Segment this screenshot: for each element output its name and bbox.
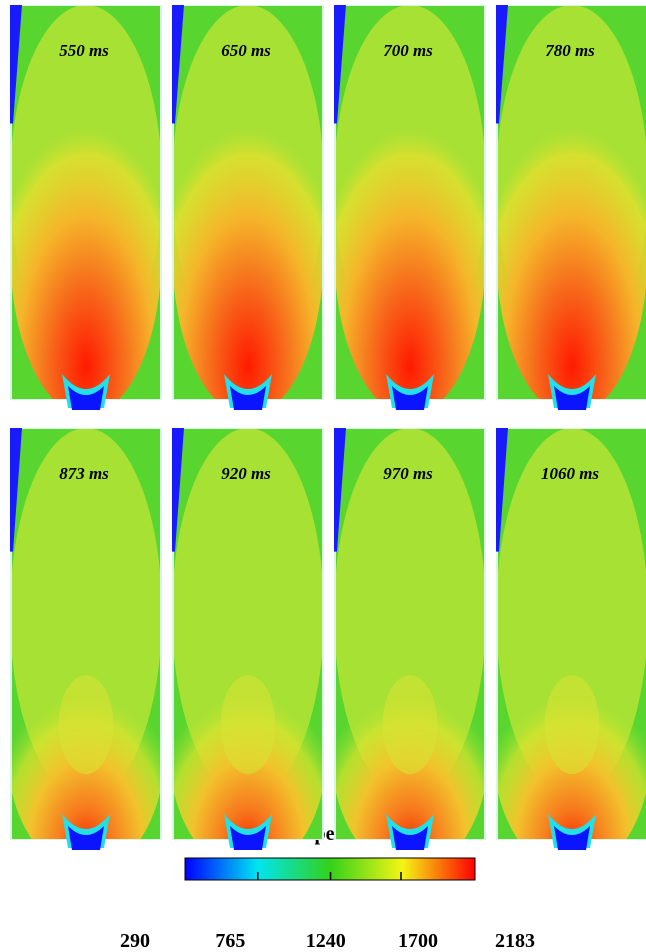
panel bbox=[172, 5, 324, 400]
panel-label: 920 ms bbox=[221, 464, 271, 483]
nozzle bbox=[392, 386, 428, 410]
nozzle bbox=[554, 826, 590, 850]
panel-edge bbox=[496, 5, 646, 400]
wall-wedge bbox=[496, 428, 508, 552]
nozzle bbox=[554, 386, 590, 410]
panel-label: 700 ms bbox=[383, 41, 433, 60]
panel-label: 873 ms bbox=[59, 464, 109, 483]
panel-edge bbox=[172, 428, 324, 840]
colorbar-tick-label: 765 bbox=[215, 930, 245, 952]
colorbar-tick-label: 1700 bbox=[398, 930, 438, 952]
colorbar-tick-label: 290 bbox=[120, 930, 150, 952]
flame-core bbox=[544, 675, 600, 775]
flame bbox=[10, 84, 162, 400]
panel bbox=[10, 5, 162, 400]
panel-label: 780 ms bbox=[545, 41, 595, 60]
colorbar-tick-label: 2183 bbox=[495, 930, 535, 952]
panel bbox=[172, 428, 324, 840]
panel bbox=[10, 428, 162, 840]
wall-wedge bbox=[10, 428, 22, 552]
flame bbox=[334, 84, 486, 400]
panel-edge bbox=[10, 428, 162, 840]
colorbar-tick-label: 1240 bbox=[306, 930, 346, 952]
nozzle bbox=[392, 826, 428, 850]
nozzle bbox=[68, 386, 104, 410]
panel-label: 970 ms bbox=[383, 464, 433, 483]
nozzle bbox=[230, 386, 266, 410]
panel-edge bbox=[334, 428, 486, 840]
wall-wedge bbox=[334, 428, 346, 552]
panel-label: 550 ms bbox=[59, 41, 109, 60]
panel-edge bbox=[334, 5, 486, 400]
panel bbox=[334, 428, 486, 840]
panel-label: 1060 ms bbox=[541, 464, 599, 483]
wall-wedge bbox=[496, 5, 508, 124]
panel-edge bbox=[172, 5, 324, 400]
flame bbox=[172, 84, 324, 400]
flame-core bbox=[58, 675, 114, 775]
nozzle bbox=[230, 826, 266, 850]
wall-wedge bbox=[10, 5, 22, 124]
flame bbox=[496, 84, 646, 400]
flame-core bbox=[220, 675, 276, 775]
wall-wedge bbox=[172, 428, 184, 552]
panel bbox=[496, 428, 646, 840]
panel bbox=[334, 5, 486, 400]
panel-edge bbox=[496, 428, 646, 840]
panel-label: 650 ms bbox=[221, 41, 271, 60]
panel-edge bbox=[10, 5, 162, 400]
flame-core bbox=[382, 675, 438, 775]
nozzle bbox=[68, 826, 104, 850]
panel bbox=[496, 5, 646, 400]
wall-wedge bbox=[334, 5, 346, 124]
wall-wedge bbox=[172, 5, 184, 124]
